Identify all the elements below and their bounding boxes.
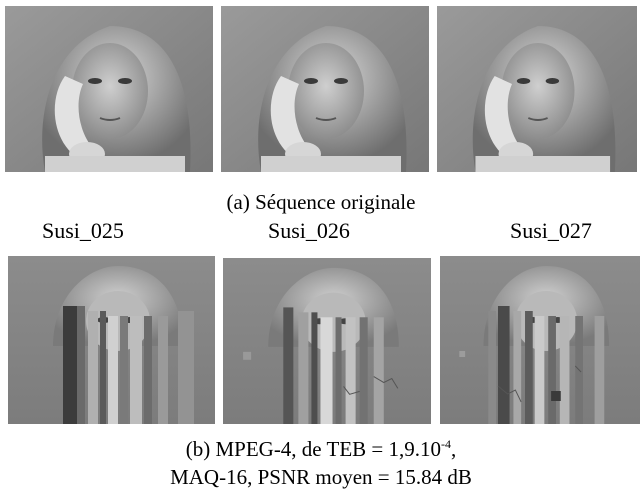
woman-on-phone-image bbox=[437, 6, 637, 172]
original-frame-3 bbox=[437, 6, 637, 172]
corrupted-image bbox=[8, 256, 215, 424]
sequence-label-3: Susi_027 bbox=[510, 218, 592, 243]
original-caption: (a) Séquence originale bbox=[226, 190, 416, 214]
sequence-label-2: Susi_026 bbox=[268, 218, 350, 243]
sequence-label-1: Susi_025 bbox=[42, 218, 124, 243]
corrupted-image bbox=[440, 256, 640, 424]
original-frame-1 bbox=[5, 6, 213, 172]
woman-on-phone-image bbox=[221, 6, 429, 172]
corrupted-image bbox=[223, 258, 431, 424]
decoded-caption-suffix: , bbox=[451, 437, 457, 461]
decoded-frame-3 bbox=[440, 256, 640, 424]
decoded-caption-line-2: MAQ-16, PSNR moyen = 15.84 dB bbox=[170, 465, 472, 489]
woman-on-phone-image bbox=[5, 6, 213, 172]
decoded-caption-prefix: (b) MPEG-4, de TEB = 1,9.10 bbox=[185, 437, 442, 461]
decoded-caption-exponent: -4 bbox=[441, 437, 452, 451]
decoded-frame-1 bbox=[8, 256, 215, 424]
decoded-frame-2 bbox=[223, 258, 431, 424]
original-frame-2 bbox=[221, 6, 429, 172]
decoded-caption-line-1: (b) MPEG-4, de TEB = 1,9.10-4, bbox=[0, 437, 642, 461]
